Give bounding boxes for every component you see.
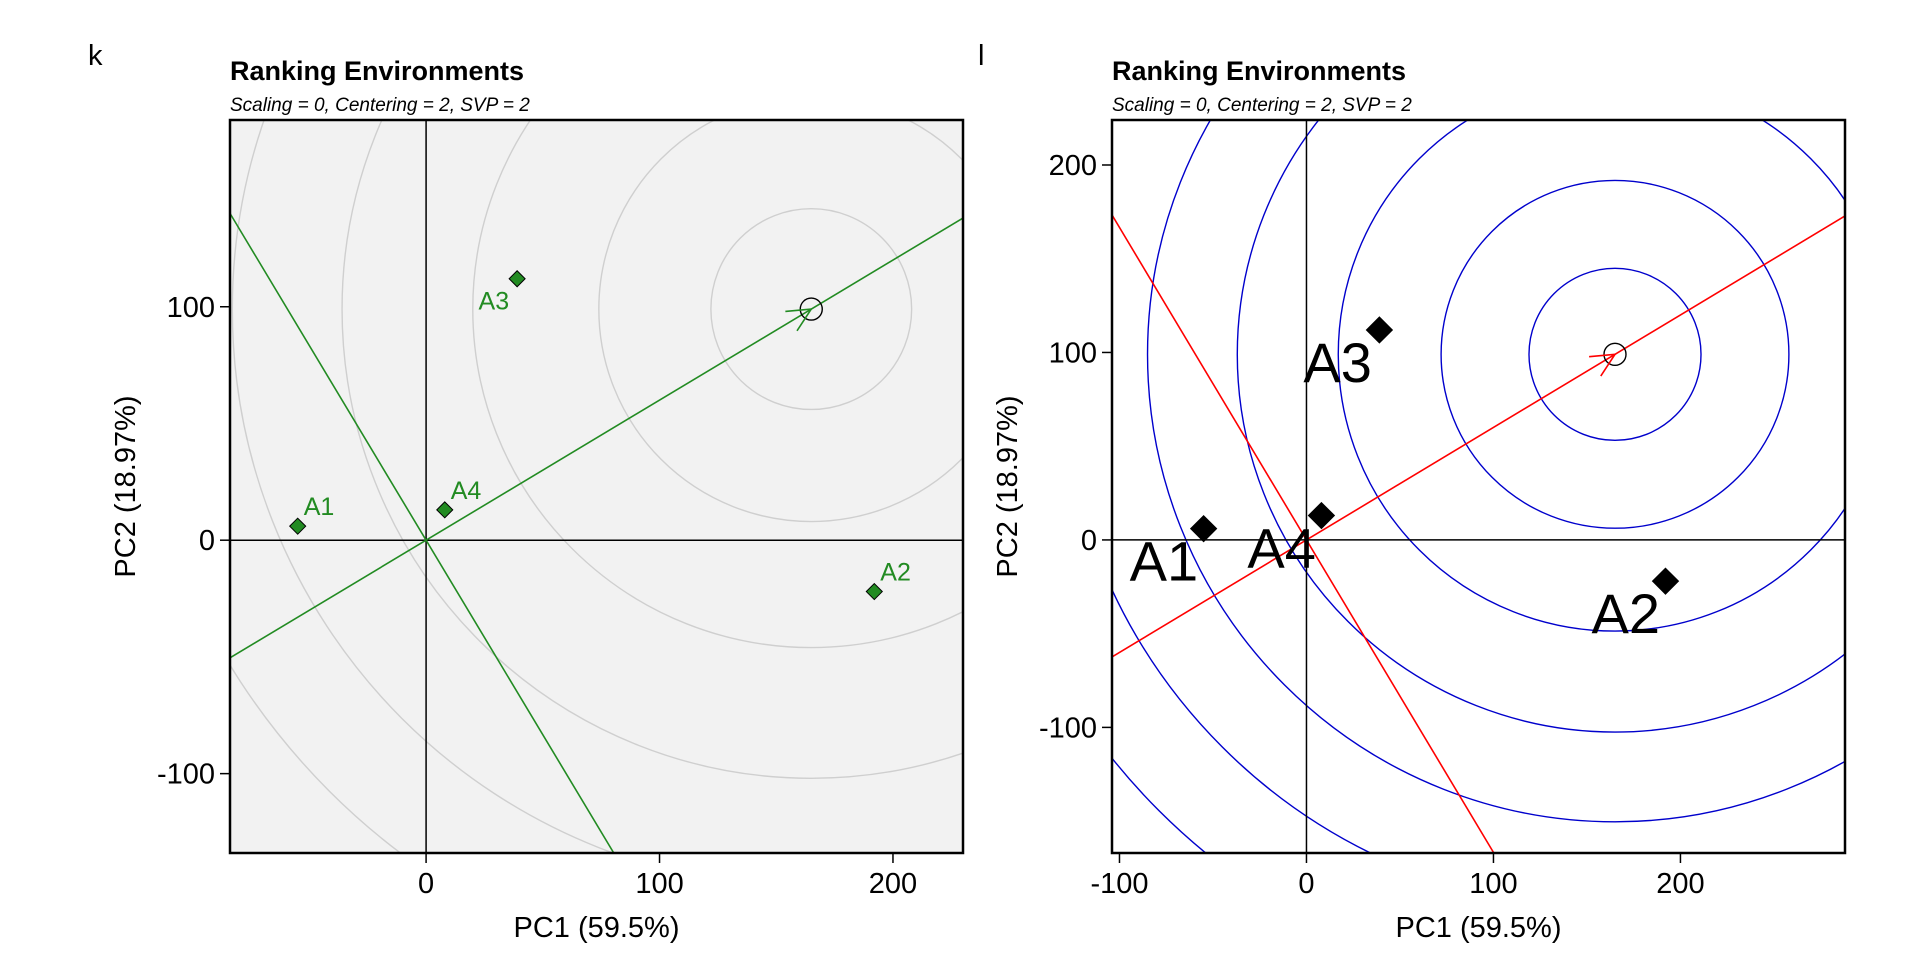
concentric-circle <box>1236 120 1845 733</box>
data-label-a1: A1 <box>304 493 335 521</box>
average-environment-axis <box>1112 215 1845 658</box>
x-tick-label: 100 <box>635 868 683 900</box>
data-point-a3 <box>508 270 526 288</box>
data-point-a4 <box>1307 501 1336 530</box>
data-point-a2 <box>865 582 884 601</box>
x-axis-title: PC1 (59.5%) <box>1395 912 1561 944</box>
panel-l: l Ranking Environments Scaling = 0, Center… <box>978 40 1847 944</box>
y-tick-label: -100 <box>1039 712 1097 744</box>
concentric-circle <box>1528 267 1702 442</box>
plot-background <box>1112 120 1845 853</box>
y-tick-label: 0 <box>199 525 215 557</box>
concentric-circle <box>1440 179 1790 529</box>
concentric-circle <box>598 120 963 523</box>
data-label-a2: A2 <box>880 559 911 587</box>
data-label-a3: A3 <box>1303 331 1372 394</box>
y-axis-title: PC2 (18.97%) <box>110 395 142 577</box>
data-point-a4 <box>436 501 454 519</box>
x-tick-label: 100 <box>1469 868 1517 900</box>
plot-background <box>230 120 963 853</box>
average-environment-arrow <box>785 308 813 332</box>
plot-border <box>228 118 965 855</box>
x-axis-title: PC1 (59.5%) <box>513 912 679 944</box>
chart-subtitle: Scaling = 0, Centering = 2, SVP = 2 <box>230 95 530 116</box>
concentric-circle <box>231 120 616 853</box>
concentric-circle <box>1146 120 1845 823</box>
data-point-a1 <box>288 517 307 535</box>
average-environment-axis <box>230 217 963 659</box>
data-label-a2: A2 <box>1591 582 1660 645</box>
panel-k: k Ranking Environments Scaling = 0, Center… <box>88 40 965 944</box>
data-label-a4: A4 <box>451 477 482 505</box>
plot-area <box>1112 120 1845 853</box>
data-point-a3 <box>1365 316 1394 344</box>
y-tick-label: 0 <box>1081 525 1097 557</box>
concentric-circle <box>1337 120 1845 632</box>
data-label-a3: A3 <box>479 288 510 316</box>
chart-title: Ranking Environments <box>230 56 524 86</box>
concentric-circle <box>710 208 913 411</box>
average-environment-marker <box>799 297 823 321</box>
y-tick-label: 100 <box>1049 337 1097 369</box>
y-tick-label: 100 <box>167 292 215 324</box>
chart-title: Ranking Environments <box>1112 56 1406 86</box>
panel-letter: l <box>978 40 984 72</box>
data-label-a4: A4 <box>1247 517 1316 580</box>
perpendicular-axis <box>230 211 615 853</box>
concentric-circle <box>341 120 963 779</box>
data-point-a1 <box>1189 514 1218 543</box>
panel-letter: k <box>88 40 103 72</box>
concentric-circle <box>472 120 963 649</box>
x-tick-label: 0 <box>418 868 434 900</box>
average-environment-arrow <box>1589 353 1617 377</box>
y-tick-label: 200 <box>1049 150 1097 182</box>
data-point-a2 <box>1651 567 1680 595</box>
x-tick-label: -100 <box>1090 868 1148 900</box>
average-environment-marker <box>1603 342 1627 367</box>
x-tick-label: 200 <box>1656 868 1704 900</box>
x-tick-label: 0 <box>1298 868 1314 900</box>
plot-border <box>1110 118 1847 855</box>
chart-subtitle: Scaling = 0, Centering = 2, SVP = 2 <box>1112 95 1412 116</box>
perpendicular-axis <box>1112 213 1495 853</box>
data-label-a1: A1 <box>1130 530 1199 593</box>
y-tick-label: -100 <box>157 759 215 791</box>
y-axis-title: PC2 (18.97%) <box>992 395 1024 577</box>
x-tick-label: 200 <box>869 868 917 900</box>
plot-area <box>230 120 963 853</box>
